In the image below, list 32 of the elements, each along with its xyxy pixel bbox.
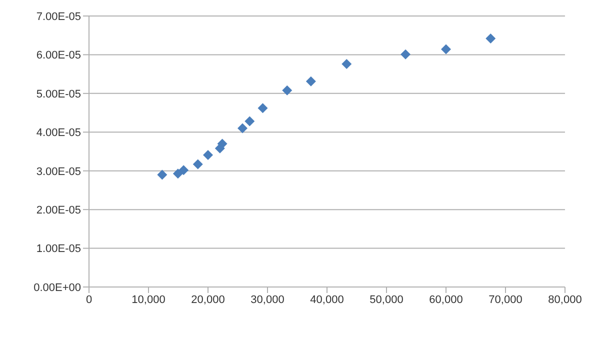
point — [172, 168, 183, 179]
x-tick-label: 40,000 — [310, 294, 344, 306]
y-tick-label: 5.00E-05 — [36, 88, 81, 100]
point — [342, 59, 352, 70]
point — [282, 85, 292, 96]
y-tick-label: 2.00E-05 — [36, 204, 81, 216]
point — [400, 49, 411, 60]
point — [203, 150, 213, 160]
point — [441, 44, 451, 54]
x-tick-label: 80,000 — [548, 294, 582, 306]
point — [217, 138, 228, 149]
y-tick-label: 4.00E-05 — [36, 127, 81, 140]
x-tick-label: 60,000 — [429, 294, 463, 306]
y-tick-label: 1.00E-05 — [36, 243, 81, 256]
x-tick-label: 70,000 — [488, 294, 522, 306]
x-tick-label: 20,000 — [191, 294, 225, 306]
x-tick-label: 10,000 — [132, 294, 166, 306]
point — [157, 170, 168, 180]
y-tick-label: 0.00E+00 — [34, 282, 81, 294]
x-tick-label: 30,000 — [250, 294, 284, 306]
point — [238, 123, 248, 134]
point — [258, 103, 268, 114]
point — [306, 76, 316, 86]
point — [178, 165, 189, 176]
y-tick-label: 6.00E-05 — [36, 50, 81, 62]
y-tick-label: 7.00E-05 — [36, 10, 81, 23]
x-tick-label: 50,000 — [370, 294, 404, 306]
point — [486, 33, 496, 44]
x-tick-label: 0 — [86, 294, 92, 306]
point — [244, 116, 255, 126]
point — [192, 159, 203, 170]
y-tick-label: 3.00E-05 — [36, 166, 81, 178]
